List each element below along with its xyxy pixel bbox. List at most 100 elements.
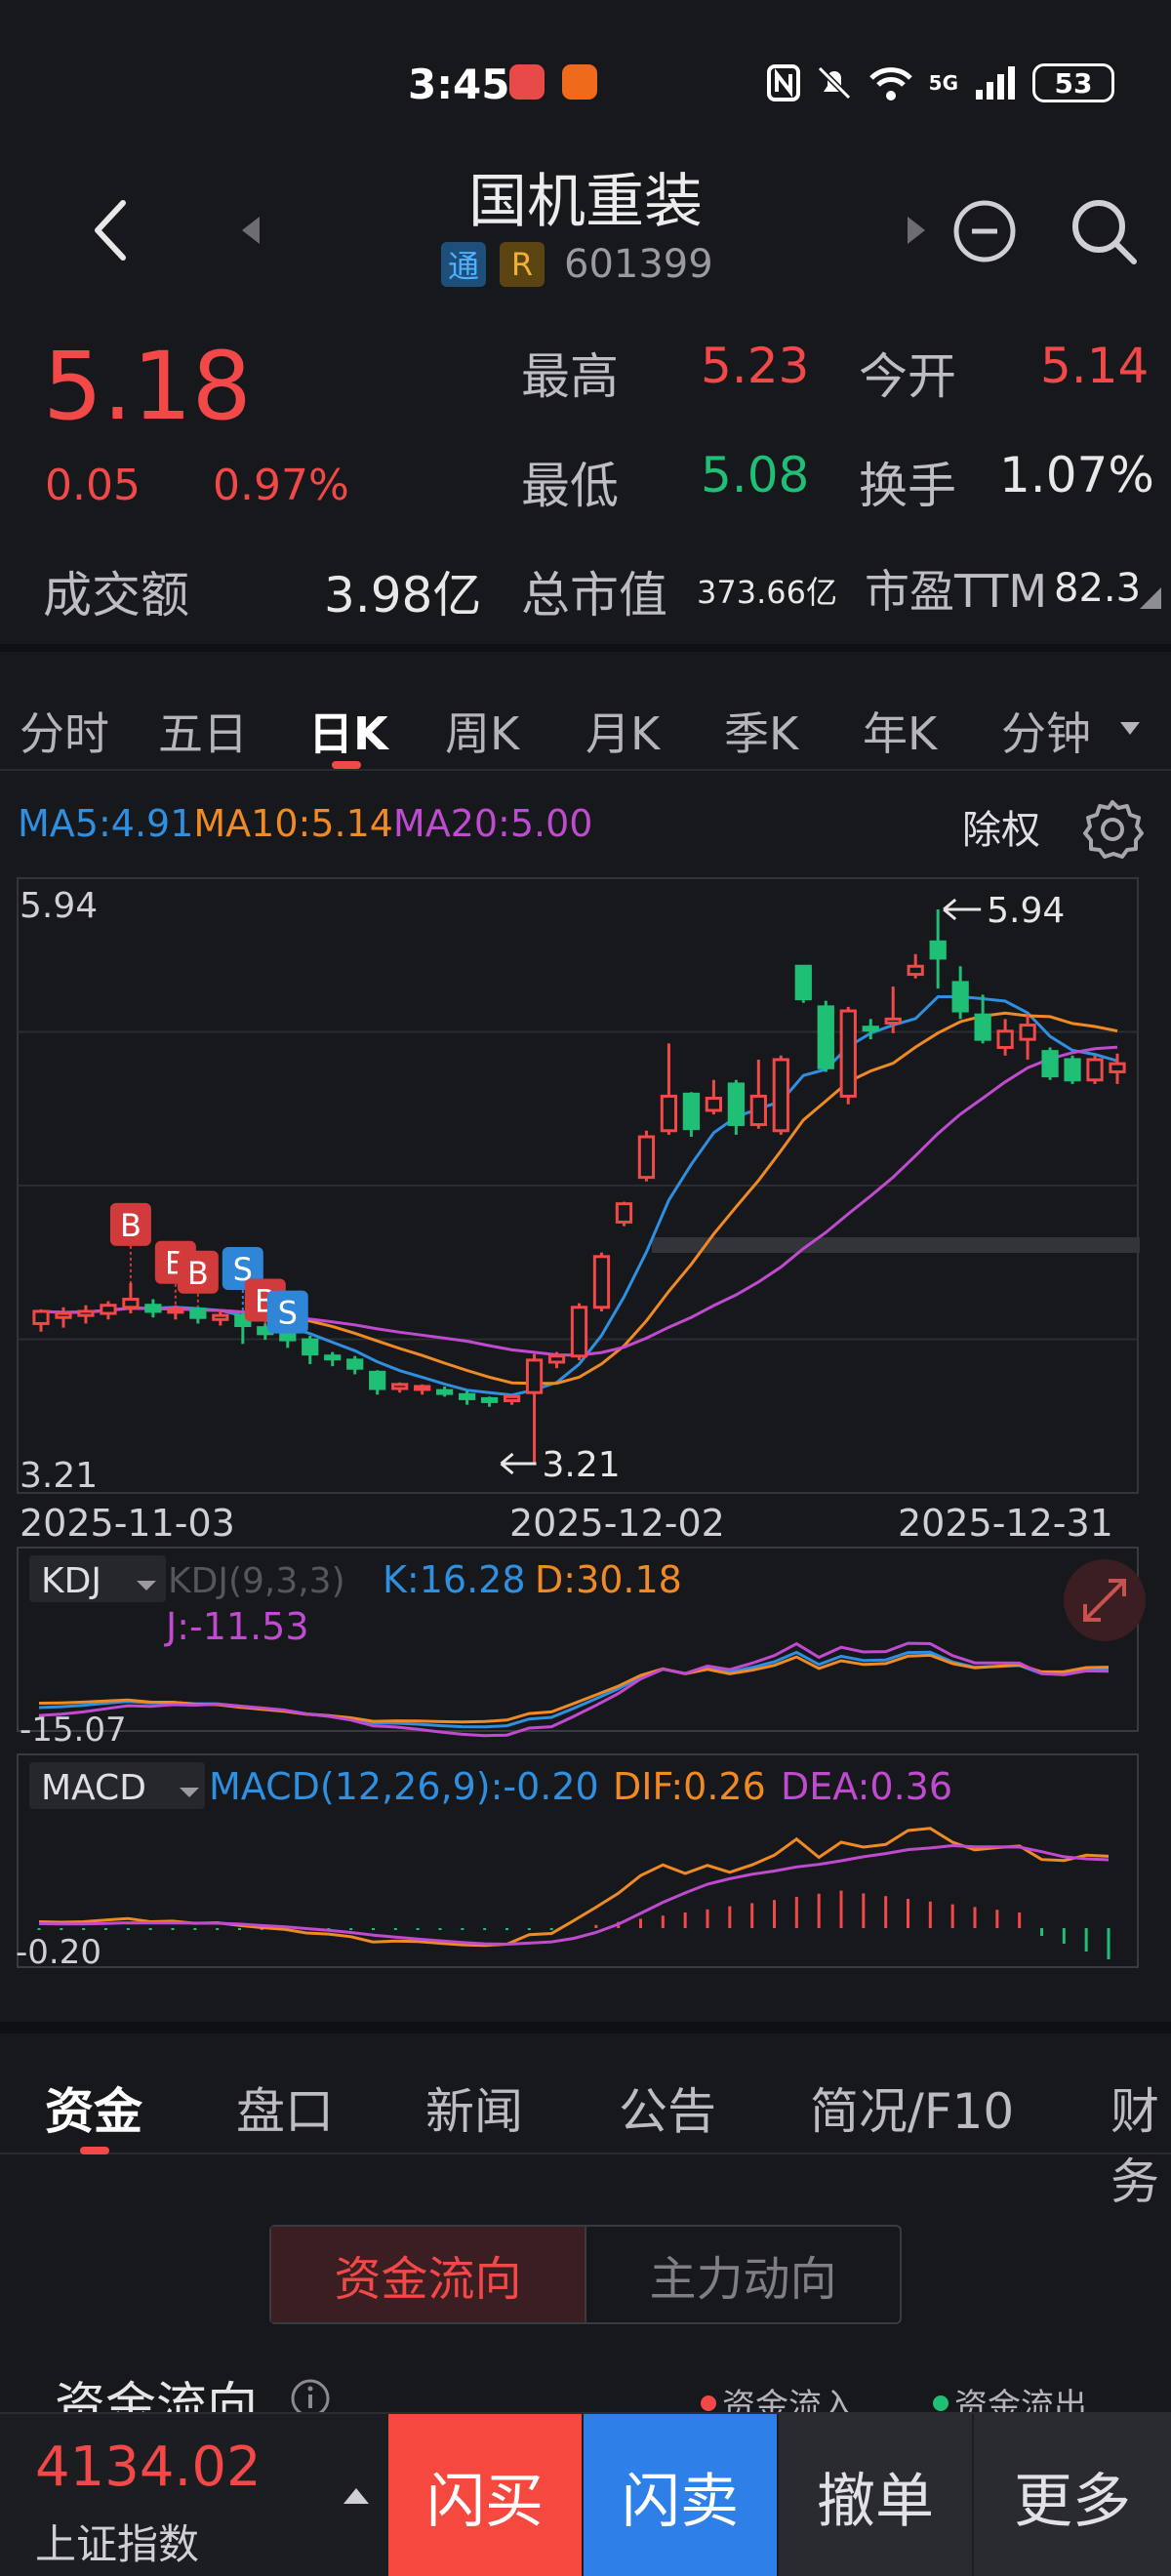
candle-body: [974, 1013, 991, 1041]
flow-tab-active[interactable]: 资金流向: [271, 2227, 586, 2322]
app-notification-icon: [509, 64, 545, 100]
tab-monthly-k[interactable]: 月K: [586, 707, 661, 760]
candle-body: [547, 1354, 566, 1364]
candle-body: [1041, 1050, 1059, 1078]
candle-body: [1064, 1058, 1081, 1082]
kdj-d: D:30.18: [535, 1558, 682, 1601]
tab-year-k[interactable]: 年K: [863, 707, 938, 760]
candle-body: [1086, 1058, 1104, 1082]
gear-icon[interactable]: [1079, 796, 1146, 863]
expand-icon: [1083, 1579, 1126, 1622]
rzrq-tag: R: [500, 242, 545, 287]
search-icon[interactable]: [1068, 195, 1140, 267]
flow-tab-main[interactable]: 主力动向: [649, 2252, 837, 2307]
candle-body: [570, 1306, 588, 1358]
candle-body: [458, 1392, 476, 1400]
chevron-down-icon[interactable]: [1120, 722, 1140, 735]
candle-body: [144, 1304, 162, 1313]
page-title: 国机重装: [468, 168, 703, 236]
battery-icon: 53: [1032, 63, 1114, 102]
adjust-button[interactable]: 除权: [962, 808, 1040, 853]
more-button[interactable]: 更多: [974, 2414, 1171, 2576]
tab-daily-k[interactable]: 日K: [308, 707, 388, 760]
pe-expand-icon[interactable]: [1140, 587, 1161, 609]
chevron-down-icon: [137, 1581, 156, 1590]
candle-body: [884, 1017, 902, 1026]
index-ticker[interactable]: 4134.02 上证指数: [0, 2414, 386, 2576]
kdj-selector[interactable]: KDJ: [41, 1561, 101, 1601]
next-stock-icon[interactable]: [908, 217, 925, 244]
trade-marker-label: B: [187, 1255, 209, 1292]
index-name: 上证指数: [35, 2520, 200, 2568]
kdj-k: K:16.28: [383, 1558, 526, 1601]
candle-body: [592, 1255, 611, 1309]
trade-marker-badge: [266, 1290, 308, 1334]
wifi-icon: [868, 67, 912, 101]
macd-panel: MACD MACD(12,26,9):-0.20 DIF:0.26 DEA:0.…: [16, 1753, 1139, 1972]
high-value: 5.23: [701, 338, 810, 394]
candle-body: [817, 1005, 834, 1069]
trade-marker-badge: [177, 1250, 219, 1294]
cancel-order-button[interactable]: 撤单: [779, 2414, 972, 2576]
y-max-label: 5.94: [20, 886, 98, 926]
min-price-marker: 3.21: [543, 1445, 621, 1485]
fullscreen-button[interactable]: [1064, 1559, 1146, 1641]
candle-body: [167, 1308, 184, 1314]
cost-band: [652, 1237, 1140, 1253]
active-tab-indicator: [332, 761, 361, 769]
prev-stock-icon[interactable]: [242, 217, 260, 244]
candle-body: [122, 1297, 140, 1309]
candle-body: [839, 1009, 857, 1098]
candle-body: [77, 1309, 95, 1317]
tab-announcements[interactable]: 公告: [619, 2083, 716, 2140]
candle-body: [414, 1385, 431, 1391]
candle-body: [503, 1394, 521, 1403]
flow-switch: 资金流向 主力动向: [269, 2225, 902, 2324]
candle-body: [436, 1389, 454, 1395]
app-notification-icon: [562, 64, 597, 100]
signal-icon: [976, 66, 1015, 100]
candle-body: [1019, 1024, 1036, 1041]
chevron-down-icon: [180, 1788, 199, 1797]
candle-body: [324, 1354, 342, 1361]
ma20-value: MA20:5.00: [392, 802, 593, 845]
candle-body: [32, 1309, 50, 1325]
price-change: 0.05: [45, 461, 141, 510]
tab-quarter-k[interactable]: 季K: [724, 707, 799, 760]
last-price: 5.18: [43, 332, 252, 441]
tab-minute[interactable]: 分钟: [1001, 707, 1091, 760]
x-date-label: 2025-12-31: [898, 1502, 1113, 1545]
candle-body: [480, 1396, 499, 1403]
status-icons: 5G 53: [766, 59, 1114, 107]
candle-body: [727, 1082, 745, 1127]
flash-buy-button[interactable]: 闪买: [388, 2414, 582, 2576]
max-arrow-icon: [943, 898, 982, 921]
pe-value: 82.3: [1054, 566, 1142, 611]
ma10-value: MA10:5.14: [193, 802, 393, 845]
tab-fenshi[interactable]: 分时: [20, 707, 109, 760]
back-icon[interactable]: [84, 191, 139, 269]
flash-sell-button[interactable]: 闪卖: [584, 2414, 777, 2576]
ma5-value: MA5:4.91: [18, 802, 194, 845]
tab-orderbook[interactable]: 盘口: [236, 2083, 334, 2140]
tab-funds[interactable]: 资金: [45, 2083, 142, 2140]
low-label: 最低: [521, 458, 619, 514]
tab-wuri[interactable]: 五日: [158, 707, 248, 760]
macd-selector[interactable]: MACD: [41, 1768, 146, 1808]
tab-finance[interactable]: 财务: [1110, 2083, 1159, 2210]
macd-dif: DIF:0.26: [613, 1765, 766, 1808]
tab-profile[interactable]: 简况/F10: [810, 2083, 1015, 2140]
macd-params: MACD(12,26,9):-0.20: [209, 1765, 599, 1808]
candle-body: [907, 964, 924, 977]
kdj-j-line: [38, 1641, 1110, 1738]
low-value: 5.08: [701, 447, 810, 503]
candle-body: [346, 1358, 364, 1370]
period-tabs: 分时 五日 日K 周K 月K 季K 年K 分钟: [0, 644, 1171, 771]
candle-body: [862, 1026, 879, 1032]
candle-body: [302, 1338, 319, 1356]
remove-watch-icon[interactable]: [950, 197, 1019, 265]
kdj-panel: KDJ KDJ(9,3,3) K:16.28 D:30.18 J:-11.53 …: [17, 1547, 1139, 1750]
tab-news[interactable]: 新闻: [425, 2083, 523, 2140]
tab-weekly-k[interactable]: 周K: [445, 707, 520, 760]
